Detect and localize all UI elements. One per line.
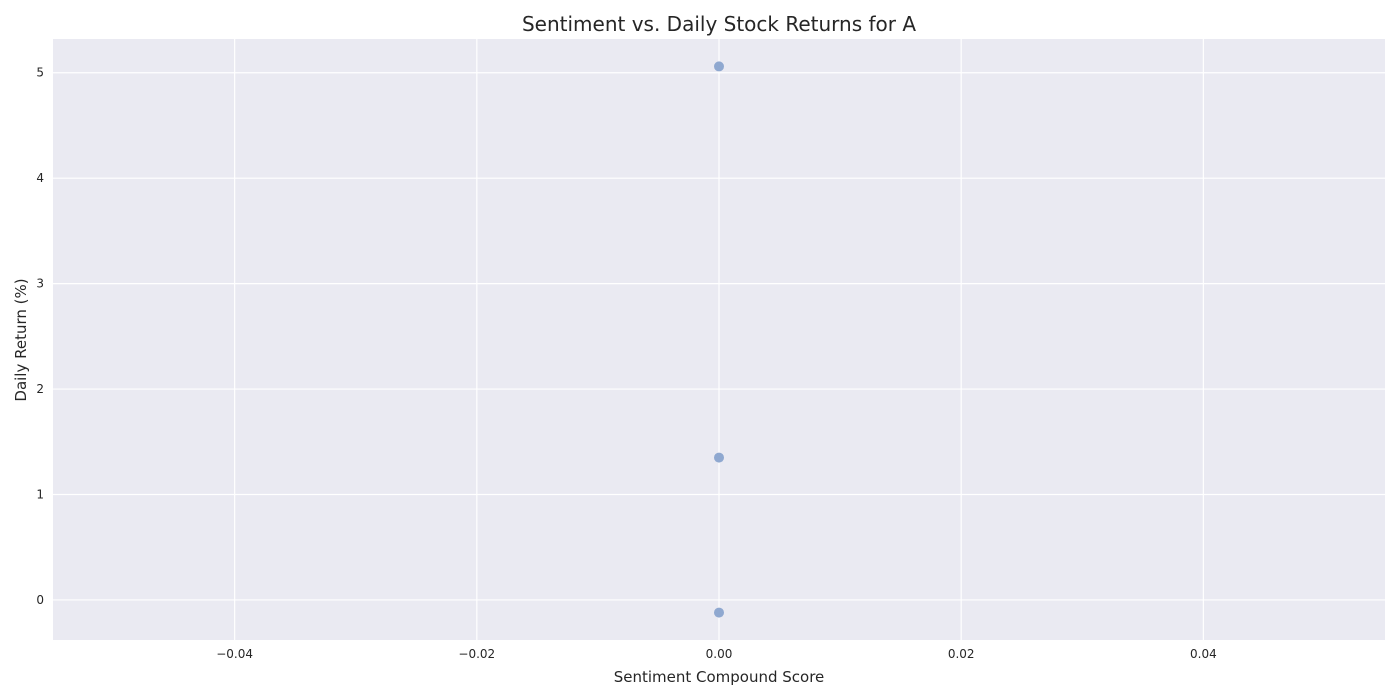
y-tick-label: 2 bbox=[36, 382, 44, 396]
x-tick-label: 0.02 bbox=[948, 647, 975, 661]
chart-title: Sentiment vs. Daily Stock Returns for A bbox=[522, 12, 916, 36]
y-tick-label: 1 bbox=[36, 487, 44, 501]
data-points bbox=[714, 61, 724, 618]
data-point bbox=[714, 607, 724, 618]
x-tick-label: −0.04 bbox=[216, 647, 253, 661]
x-axis-ticks: −0.04 −0.02 0.00 0.02 0.04 bbox=[216, 647, 1216, 661]
grid-lines bbox=[53, 39, 1385, 640]
x-axis-label: Sentiment Compound Score bbox=[614, 668, 825, 686]
x-tick-label: −0.02 bbox=[458, 647, 495, 661]
x-tick-label: 0.04 bbox=[1190, 647, 1217, 661]
y-tick-label: 4 bbox=[36, 171, 44, 185]
y-axis-label: Daily Return (%) bbox=[12, 278, 30, 401]
x-tick-label: 0.00 bbox=[706, 647, 733, 661]
y-tick-label: 5 bbox=[36, 66, 44, 80]
y-tick-label: 3 bbox=[36, 277, 44, 291]
y-axis-ticks: 0 1 2 3 4 5 bbox=[36, 66, 44, 607]
data-point bbox=[714, 452, 724, 463]
data-point bbox=[714, 61, 724, 72]
y-tick-label: 0 bbox=[36, 593, 44, 607]
